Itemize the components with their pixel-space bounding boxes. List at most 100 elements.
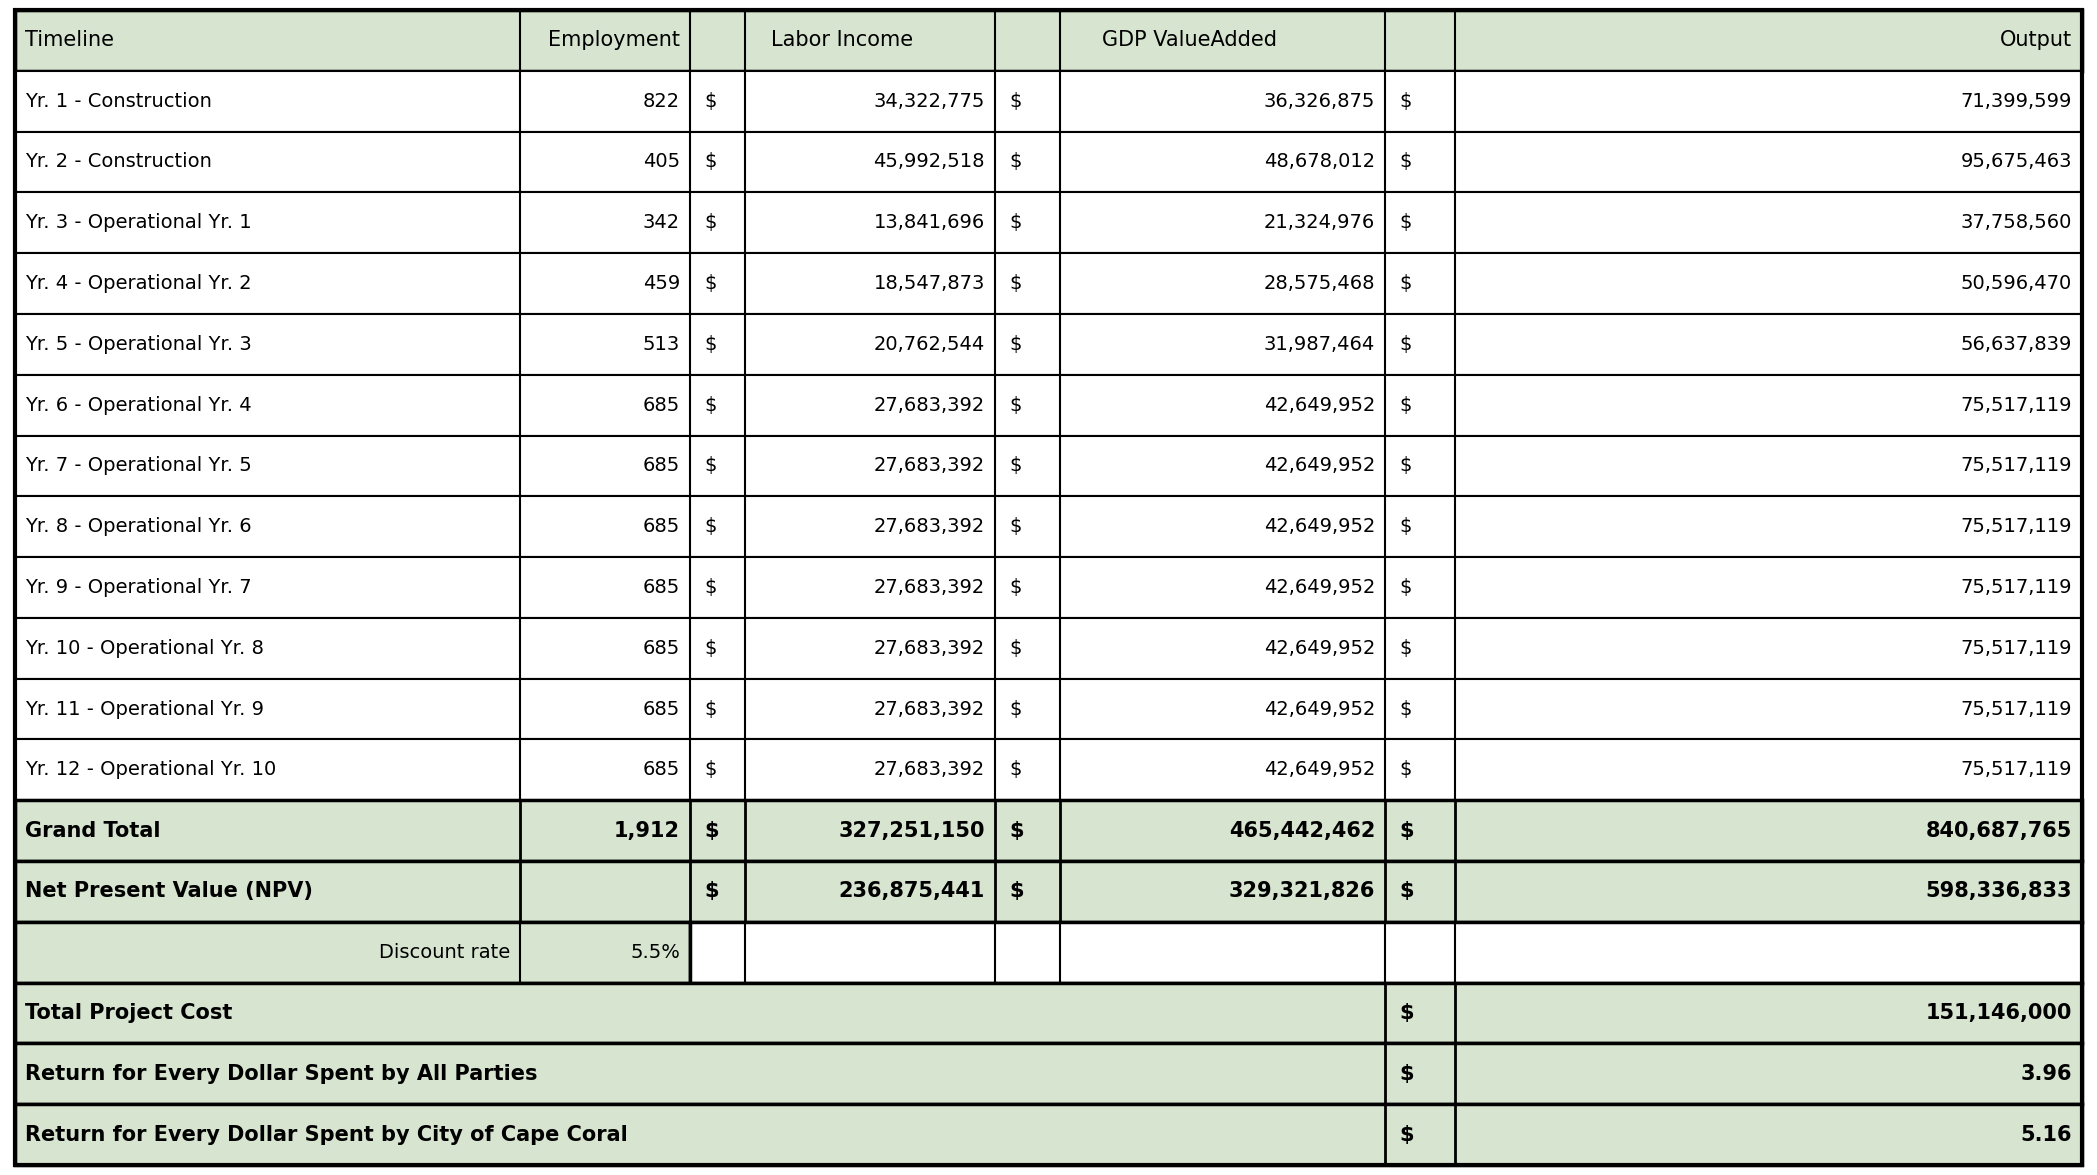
Bar <box>15 618 2082 679</box>
Text: $: $ <box>705 881 719 901</box>
Text: Yr. 3 - Operational Yr. 1: Yr. 3 - Operational Yr. 1 <box>25 214 252 233</box>
Bar <box>15 922 690 982</box>
Text: 75,517,119: 75,517,119 <box>1961 578 2072 597</box>
Text: Output: Output <box>2001 31 2072 51</box>
Text: 27,683,392: 27,683,392 <box>874 699 986 719</box>
Text: 685: 685 <box>644 456 679 476</box>
Text: $: $ <box>1399 1063 1413 1083</box>
Text: 685: 685 <box>644 517 679 536</box>
Text: 42,649,952: 42,649,952 <box>1264 699 1376 719</box>
Text: 75,517,119: 75,517,119 <box>1961 699 2072 719</box>
Text: 36,326,875: 36,326,875 <box>1264 92 1376 110</box>
Text: $: $ <box>1399 881 1413 901</box>
Text: 5.5%: 5.5% <box>629 942 679 961</box>
Text: Timeline: Timeline <box>25 31 113 51</box>
Bar <box>15 1104 2082 1164</box>
Text: $: $ <box>1399 456 1411 476</box>
Text: $: $ <box>705 760 717 779</box>
Text: $: $ <box>1009 881 1023 901</box>
Text: 34,322,775: 34,322,775 <box>874 92 986 110</box>
Text: $: $ <box>1009 517 1021 536</box>
Text: $: $ <box>1009 760 1021 779</box>
Text: Discount rate: Discount rate <box>380 942 510 961</box>
Text: $: $ <box>1399 92 1411 110</box>
Text: $: $ <box>1399 578 1411 597</box>
Text: Yr. 12 - Operational Yr. 10: Yr. 12 - Operational Yr. 10 <box>25 760 277 779</box>
Text: $: $ <box>1399 274 1411 293</box>
Bar <box>15 800 2082 861</box>
Text: $: $ <box>1009 699 1021 719</box>
Bar <box>15 1043 2082 1104</box>
Text: GDP ValueAdded: GDP ValueAdded <box>1103 31 1277 51</box>
Text: $: $ <box>705 153 717 172</box>
Text: 151,146,000: 151,146,000 <box>1925 1003 2072 1023</box>
Text: 27,683,392: 27,683,392 <box>874 456 986 476</box>
Text: 822: 822 <box>644 92 679 110</box>
Text: $: $ <box>1399 1003 1413 1023</box>
Text: 5.16: 5.16 <box>2022 1124 2072 1144</box>
Text: $: $ <box>1399 820 1413 840</box>
Text: $: $ <box>705 214 717 233</box>
Text: Total Project Cost: Total Project Cost <box>25 1003 233 1023</box>
Bar <box>15 739 2082 800</box>
Text: $: $ <box>1399 760 1411 779</box>
Bar <box>15 193 2082 253</box>
Text: $: $ <box>1009 214 1021 233</box>
Text: Yr. 7 - Operational Yr. 5: Yr. 7 - Operational Yr. 5 <box>25 456 252 476</box>
Text: 236,875,441: 236,875,441 <box>839 881 986 901</box>
Bar <box>15 253 2082 314</box>
Text: Grand Total: Grand Total <box>25 820 161 840</box>
Text: 95,675,463: 95,675,463 <box>1961 153 2072 172</box>
Text: $: $ <box>705 578 717 597</box>
Text: $: $ <box>1399 1124 1413 1144</box>
Text: 42,649,952: 42,649,952 <box>1264 396 1376 415</box>
Text: Yr. 2 - Construction: Yr. 2 - Construction <box>25 153 212 172</box>
Text: Yr. 8 - Operational Yr. 6: Yr. 8 - Operational Yr. 6 <box>25 517 252 536</box>
Text: $: $ <box>705 396 717 415</box>
Text: 42,649,952: 42,649,952 <box>1264 760 1376 779</box>
Bar <box>15 314 2082 375</box>
Text: $: $ <box>1009 153 1021 172</box>
Text: 45,992,518: 45,992,518 <box>874 153 986 172</box>
Text: $: $ <box>1009 396 1021 415</box>
Bar <box>15 132 2082 193</box>
Text: Yr. 11 - Operational Yr. 9: Yr. 11 - Operational Yr. 9 <box>25 699 264 719</box>
Text: $: $ <box>1399 396 1411 415</box>
Text: $: $ <box>705 335 717 354</box>
Bar <box>15 679 2082 739</box>
Text: 50,596,470: 50,596,470 <box>1961 274 2072 293</box>
Text: 685: 685 <box>644 578 679 597</box>
Text: 48,678,012: 48,678,012 <box>1264 153 1376 172</box>
Text: Yr. 1 - Construction: Yr. 1 - Construction <box>25 92 212 110</box>
Text: 75,517,119: 75,517,119 <box>1961 517 2072 536</box>
Text: 42,649,952: 42,649,952 <box>1264 578 1376 597</box>
Text: 42,649,952: 42,649,952 <box>1264 517 1376 536</box>
Text: $: $ <box>705 639 717 658</box>
Text: 42,649,952: 42,649,952 <box>1264 639 1376 658</box>
Text: 1,912: 1,912 <box>614 820 679 840</box>
Bar <box>15 11 2082 70</box>
Text: Yr. 4 - Operational Yr. 2: Yr. 4 - Operational Yr. 2 <box>25 274 252 293</box>
Text: 329,321,826: 329,321,826 <box>1229 881 1376 901</box>
Text: 28,575,468: 28,575,468 <box>1264 274 1376 293</box>
Text: 465,442,462: 465,442,462 <box>1229 820 1376 840</box>
Bar <box>15 436 2082 496</box>
Text: 27,683,392: 27,683,392 <box>874 578 986 597</box>
Text: 598,336,833: 598,336,833 <box>1925 881 2072 901</box>
Text: 75,517,119: 75,517,119 <box>1961 456 2072 476</box>
Text: 56,637,839: 56,637,839 <box>1961 335 2072 354</box>
Text: 840,687,765: 840,687,765 <box>1925 820 2072 840</box>
Text: 18,547,873: 18,547,873 <box>874 274 986 293</box>
Text: $: $ <box>1009 92 1021 110</box>
Text: 405: 405 <box>644 153 679 172</box>
Text: 327,251,150: 327,251,150 <box>839 820 986 840</box>
Text: 75,517,119: 75,517,119 <box>1961 639 2072 658</box>
Bar <box>15 70 2082 132</box>
Text: 685: 685 <box>644 639 679 658</box>
Text: 37,758,560: 37,758,560 <box>1961 214 2072 233</box>
Text: $: $ <box>1399 335 1411 354</box>
Bar <box>690 922 2082 982</box>
Text: $: $ <box>1399 699 1411 719</box>
Text: 513: 513 <box>644 335 679 354</box>
Text: $: $ <box>1009 335 1021 354</box>
